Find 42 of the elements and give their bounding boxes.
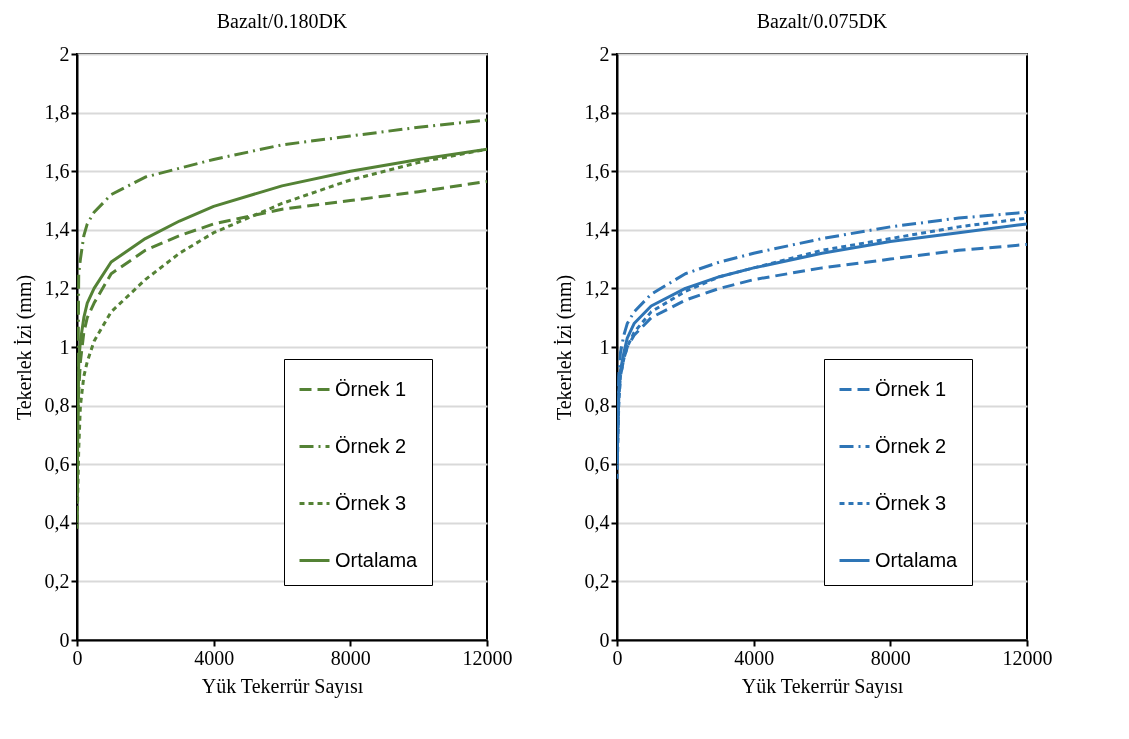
y-tick-label: 1 xyxy=(599,335,610,358)
legend-label: Örnek 3 xyxy=(875,491,947,514)
y-tick-label: 0,8 xyxy=(584,394,610,417)
x-tick-label: 12000 xyxy=(462,646,513,669)
y-tick-label: 0 xyxy=(59,628,70,651)
y-tick-label: 1,8 xyxy=(584,101,610,124)
y-tick-label: 0,6 xyxy=(584,452,610,475)
y-tick-label: 2 xyxy=(59,42,70,65)
x-axis-title: Yük Tekerrür Sayısı xyxy=(201,674,364,698)
y-tick-label: 0,2 xyxy=(44,569,70,592)
chart-title: Bazalt/0.180DK xyxy=(216,10,348,32)
y-tick-label: 0,4 xyxy=(44,511,70,534)
y-tick-label: 0,2 xyxy=(584,569,610,592)
y-tick-label: 1,4 xyxy=(584,218,610,241)
x-tick-label: 8000 xyxy=(330,646,371,669)
y-tick-label: 0,6 xyxy=(44,452,70,475)
y-tick-label: 0,8 xyxy=(44,394,70,417)
x-tick-label: 4000 xyxy=(194,646,235,669)
legend-label: Örnek 1 xyxy=(875,377,947,400)
y-tick-label: 1 xyxy=(59,335,70,358)
legend-label: Ortalama xyxy=(875,548,959,571)
x-axis-title: Yük Tekerrür Sayısı xyxy=(741,674,904,698)
x-tick-label: 4000 xyxy=(734,646,775,669)
x-tick-label: 8000 xyxy=(870,646,911,669)
y-axis-title: Tekerlek İzi (mm) xyxy=(12,274,36,421)
legend-label: Örnek 3 xyxy=(335,491,407,514)
legend-label: Örnek 2 xyxy=(335,434,407,457)
y-tick-label: 1,2 xyxy=(44,276,70,299)
y-tick-label: 0 xyxy=(599,628,610,651)
legend-label: Örnek 2 xyxy=(875,434,947,457)
y-tick-label: 1,6 xyxy=(584,159,610,182)
y-tick-label: 0,4 xyxy=(584,511,610,534)
chart-title: Bazalt/0.075DK xyxy=(756,10,888,32)
y-axis-title: Tekerlek İzi (mm) xyxy=(552,274,576,421)
y-tick-label: 1,6 xyxy=(44,159,70,182)
legend-label: Ortalama xyxy=(335,548,419,571)
y-tick-label: 2 xyxy=(599,42,610,65)
y-tick-label: 1,8 xyxy=(44,101,70,124)
legend-label: Örnek 1 xyxy=(335,377,407,400)
x-tick-label: 12000 xyxy=(1002,646,1053,669)
y-tick-label: 1,2 xyxy=(584,276,610,299)
y-tick-label: 1,4 xyxy=(44,218,70,241)
